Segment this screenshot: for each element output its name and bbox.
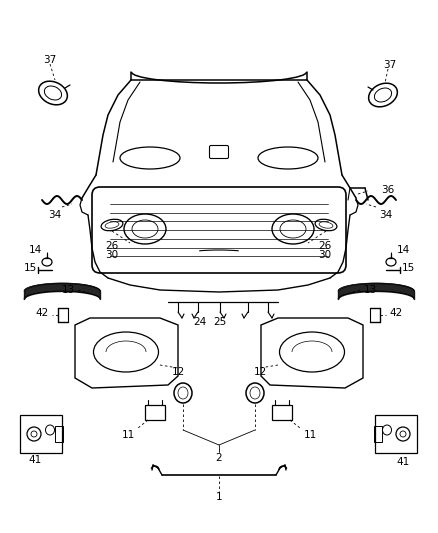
Text: 11: 11 (303, 430, 316, 440)
Text: 36: 36 (381, 185, 394, 195)
Text: 11: 11 (121, 430, 134, 440)
Text: 2: 2 (215, 453, 222, 463)
Text: 26: 26 (318, 241, 331, 251)
Text: 12: 12 (253, 367, 266, 377)
Text: 24: 24 (193, 317, 206, 327)
Text: 37: 37 (43, 55, 57, 65)
Text: 13: 13 (61, 285, 74, 295)
Text: 37: 37 (382, 60, 396, 70)
Text: 14: 14 (28, 245, 42, 255)
Text: 42: 42 (35, 308, 49, 318)
Text: 34: 34 (378, 210, 392, 220)
Text: 41: 41 (396, 457, 409, 467)
Text: 26: 26 (105, 241, 118, 251)
Text: 13: 13 (363, 285, 376, 295)
Bar (145, 405, 165, 420)
Bar (20, 415, 62, 453)
Text: 1: 1 (215, 492, 222, 502)
Bar (373, 426, 381, 442)
Text: 34: 34 (48, 210, 61, 220)
Text: 14: 14 (396, 245, 409, 255)
Text: 30: 30 (105, 250, 118, 260)
Text: 42: 42 (389, 308, 402, 318)
Text: 30: 30 (318, 250, 331, 260)
Text: 41: 41 (28, 455, 42, 465)
Bar (272, 405, 291, 420)
Bar (55, 426, 63, 442)
Bar (374, 415, 416, 453)
Text: 15: 15 (400, 263, 413, 273)
Text: 25: 25 (213, 317, 226, 327)
Text: 15: 15 (23, 263, 36, 273)
Text: 12: 12 (171, 367, 184, 377)
